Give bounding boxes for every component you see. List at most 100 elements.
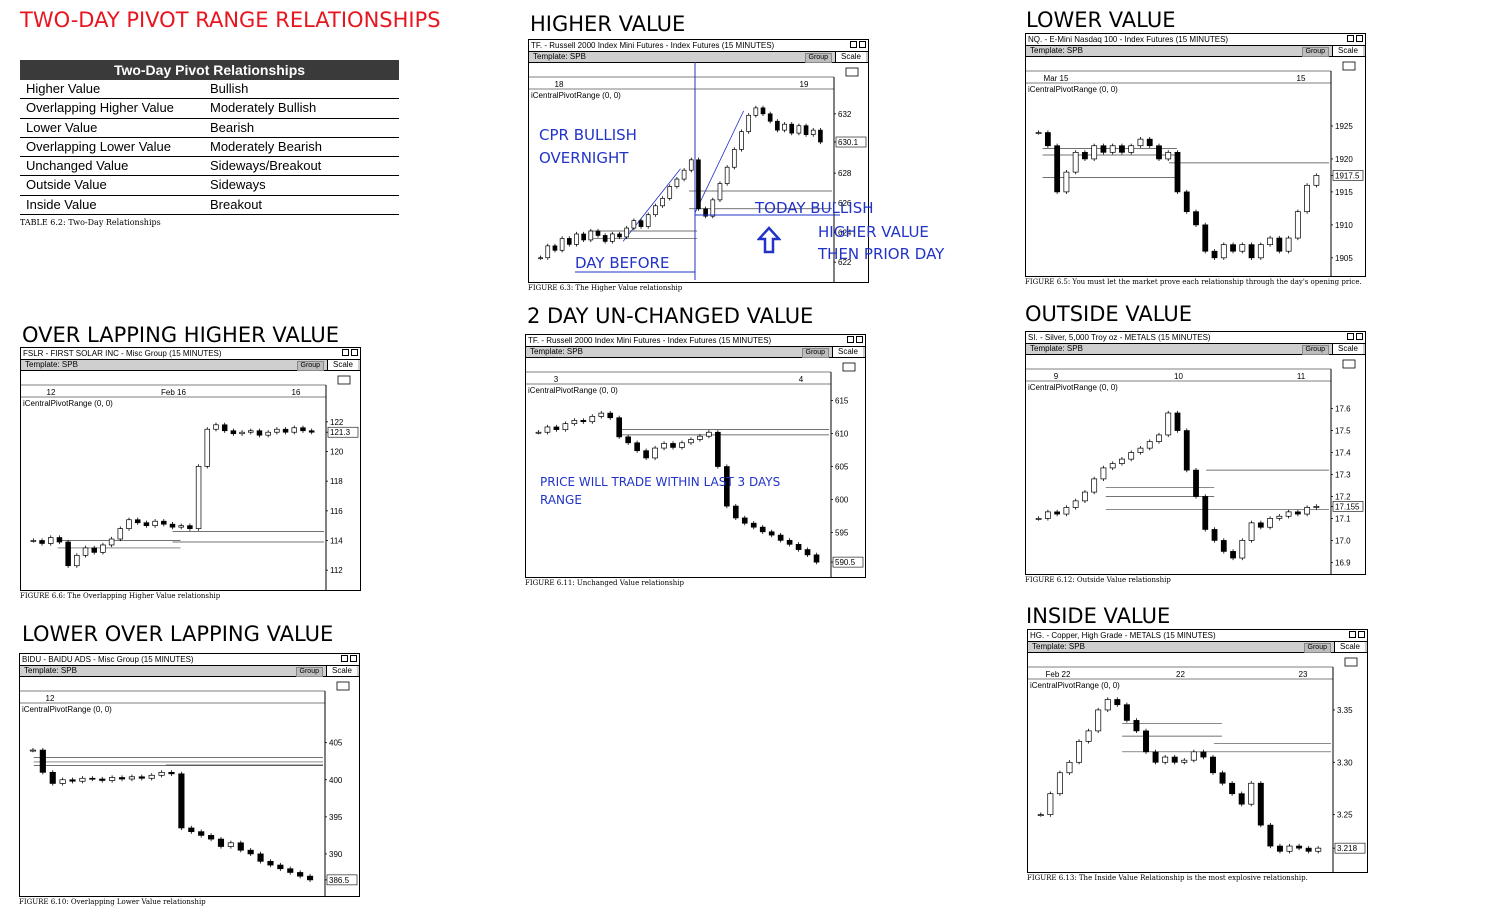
- candle: [89, 776, 96, 782]
- window-titlebar[interactable]: SI. - Silver, 5,000 Troy oz - METALS (15…: [1026, 332, 1365, 344]
- y-tick-label: 1905: [1335, 254, 1353, 263]
- scroll-marker-icon[interactable]: [1342, 61, 1356, 71]
- x-tick-label: Feb 22: [1046, 670, 1071, 679]
- chart-plot: iCentralPivotRange (0, 0) 12 405 400 395 390 3…: [20, 681, 358, 896]
- window-titlebar[interactable]: BIDU - BAIDU ADS - Misc Group (15 MINUTE…: [20, 654, 359, 666]
- chart-plot: iCentralPivotRange (0, 0) Feb 22 22 23 3.35 3…: [1028, 657, 1366, 872]
- candle: [1044, 130, 1051, 148]
- close-icon[interactable]: [351, 349, 358, 356]
- scroll-marker-icon[interactable]: [1342, 359, 1356, 369]
- close-icon[interactable]: [859, 41, 866, 48]
- template-label[interactable]: Template: SPB: [533, 52, 586, 61]
- restore-icon[interactable]: [342, 349, 349, 356]
- candle: [1137, 445, 1144, 455]
- y-tick-label: 17.3: [1335, 471, 1351, 480]
- restore-icon[interactable]: [850, 41, 857, 48]
- candle: [1091, 476, 1098, 495]
- candle: [544, 424, 551, 435]
- group-button[interactable]: Group: [1301, 345, 1329, 355]
- template-bar: Template: SPB Group Scale: [529, 52, 868, 63]
- scale-button[interactable]: Scale: [1334, 642, 1365, 652]
- candle: [1143, 728, 1149, 754]
- template-label[interactable]: Template: SPB: [1030, 46, 1083, 55]
- candle: [777, 532, 784, 543]
- candle: [168, 770, 175, 776]
- candle: [795, 542, 802, 552]
- group-button[interactable]: Group: [295, 667, 323, 677]
- candle: [1085, 728, 1092, 744]
- relationship-name: Outside Value: [26, 177, 107, 193]
- template-label[interactable]: Template: SPB: [25, 360, 78, 369]
- candle: [1276, 843, 1283, 854]
- candle: [724, 165, 730, 186]
- candle: [1248, 520, 1255, 543]
- chart-window-lower: NQ. - E-Mini Nasdaq 100 - Index Futures …: [1025, 33, 1366, 277]
- relationship-name: Inside Value: [26, 196, 97, 212]
- candle: [1165, 150, 1172, 162]
- group-button[interactable]: Group: [296, 361, 324, 371]
- group-button[interactable]: Group: [804, 53, 832, 63]
- window-titlebar[interactable]: HG. - Copper, High Grade - METALS (15 MI…: [1028, 630, 1367, 642]
- close-icon[interactable]: [1356, 35, 1363, 42]
- template-label[interactable]: Template: SPB: [1032, 642, 1085, 651]
- scroll-marker-icon[interactable]: [336, 681, 350, 691]
- scroll-marker-icon[interactable]: [337, 375, 351, 385]
- candle: [1202, 222, 1209, 254]
- close-icon[interactable]: [1356, 333, 1363, 340]
- close-icon[interactable]: [350, 655, 357, 662]
- scroll-marker-icon[interactable]: [842, 362, 856, 372]
- candle: [545, 243, 551, 260]
- restore-icon[interactable]: [341, 655, 348, 662]
- window-titlebar[interactable]: TF. - Russell 2000 Index Mini Futures - …: [529, 40, 868, 52]
- window-titlebar[interactable]: NQ. - E-Mini Nasdaq 100 - Index Futures …: [1026, 34, 1365, 46]
- restore-icon[interactable]: [1347, 333, 1354, 340]
- chart-plot: iCentralPivotRange (0, 0)12 Feb 16 1612212…: [21, 375, 359, 590]
- table-row: Higher Value Bullish: [20, 80, 399, 100]
- candle: [1305, 846, 1312, 854]
- candle: [1095, 707, 1102, 734]
- candle: [1104, 697, 1111, 713]
- scale-button[interactable]: Scale: [832, 347, 863, 357]
- group-button[interactable]: Group: [1303, 643, 1331, 653]
- candle: [30, 538, 37, 543]
- restore-icon[interactable]: [1349, 631, 1356, 638]
- scroll-marker-icon[interactable]: [1344, 657, 1358, 667]
- template-label[interactable]: Template: SPB: [1030, 344, 1083, 353]
- group-button[interactable]: Group: [801, 348, 829, 358]
- candle: [1267, 822, 1274, 849]
- window-titlebar[interactable]: TF. - Russell 2000 Index Mini Futures - …: [526, 335, 865, 347]
- candle: [1248, 242, 1255, 260]
- scale-button[interactable]: Scale: [327, 360, 358, 370]
- scale-button[interactable]: Scale: [1332, 46, 1363, 56]
- candle: [1267, 516, 1273, 530]
- candle: [1219, 770, 1226, 786]
- last-price-box: [327, 426, 359, 438]
- restore-icon[interactable]: [847, 336, 854, 343]
- group-button[interactable]: Group: [1301, 47, 1329, 57]
- template-label[interactable]: Template: SPB: [24, 666, 77, 675]
- candle: [717, 181, 723, 203]
- scale-button[interactable]: Scale: [1332, 344, 1363, 354]
- heading-unchanged: 2 DAY UN-CHANGED VALUE: [527, 304, 814, 328]
- close-icon[interactable]: [1358, 631, 1365, 638]
- heading-outside-value: OUTSIDE VALUE: [1025, 302, 1193, 326]
- scale-button[interactable]: Scale: [835, 52, 866, 62]
- candle: [91, 545, 97, 555]
- y-tick-label: 628: [838, 169, 852, 178]
- candle: [617, 231, 622, 240]
- scale-button[interactable]: Scale: [326, 666, 357, 676]
- x-tick-label: Mar 15: [1044, 74, 1069, 83]
- candle: [746, 113, 751, 134]
- candle: [634, 440, 640, 453]
- scroll-marker-icon[interactable]: [845, 67, 859, 77]
- candle: [1063, 169, 1070, 195]
- close-icon[interactable]: [856, 336, 863, 343]
- candle: [1202, 494, 1209, 532]
- candle: [1165, 410, 1172, 438]
- candle: [580, 418, 587, 424]
- window-titlebar[interactable]: FSLR - FIRST SOLAR INC - Misc Group (15 …: [21, 348, 360, 360]
- y-tick-label: 605: [835, 463, 849, 472]
- candle: [638, 218, 644, 229]
- template-label[interactable]: Template: SPB: [530, 347, 583, 356]
- restore-icon[interactable]: [1347, 35, 1354, 42]
